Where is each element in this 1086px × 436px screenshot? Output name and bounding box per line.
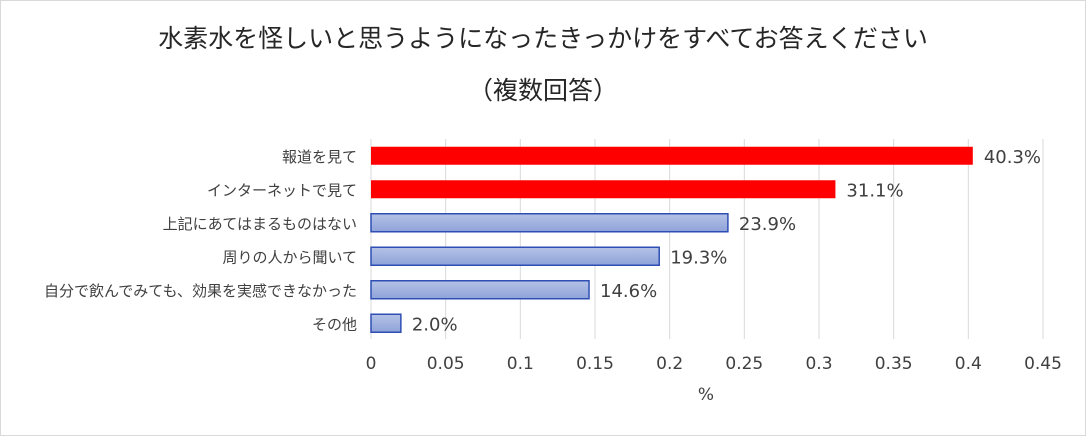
- category-label: 上記にあてはまるものはない: [163, 215, 357, 233]
- data-label: 40.3%: [984, 147, 1041, 168]
- data-label: 31.1%: [846, 180, 903, 201]
- bars: [370, 146, 973, 333]
- x-tick-label: 0.15: [576, 354, 614, 374]
- category-label: 報道を見て: [282, 148, 357, 166]
- x-tick-label: 0.25: [725, 354, 763, 374]
- category-label: 周りの人から聞いて: [222, 248, 357, 266]
- category-label: インターネットで見て: [207, 181, 357, 199]
- bar: [370, 280, 590, 300]
- bar: [370, 213, 729, 233]
- x-tick-label: 0.45: [1024, 354, 1062, 374]
- bar: [370, 313, 402, 333]
- x-tick-label: 0.3: [805, 354, 832, 374]
- gridlines: [370, 139, 1044, 339]
- data-labels: 40.3% 31.1% 23.9% 19.3% 14.6% 2.0%: [412, 147, 1041, 336]
- bar: [370, 246, 660, 266]
- data-label: 19.3%: [670, 247, 727, 268]
- x-tick-label: 0.4: [955, 354, 982, 374]
- data-label: 23.9%: [739, 214, 796, 235]
- category-labels: 報道を見てインターネットで見て上記にあてはまるものはない周りの人から聞いて自分で…: [44, 148, 357, 334]
- x-axis-label: %: [697, 385, 715, 405]
- x-tick-label: 0.05: [427, 354, 465, 374]
- x-tick-label: 0.2: [656, 354, 683, 374]
- x-tick-labels: 0 0.05 0.1 0.15 0.2 0.25 0.3 0.35 0.4 0.45: [366, 354, 1062, 374]
- chart-title: 水素水を怪しいと思うようになったきっかけをすべてお答えください: [158, 24, 928, 53]
- x-tick-label: 0.35: [875, 354, 913, 374]
- category-label: その他: [312, 315, 357, 333]
- data-label: 2.0%: [412, 314, 458, 335]
- chart-subtitle: （複数回答）: [467, 76, 618, 105]
- bar: [371, 146, 973, 165]
- x-tick-label: 0: [366, 354, 377, 374]
- x-tick-label: 0.1: [507, 354, 534, 374]
- data-label: 14.6%: [600, 281, 657, 302]
- bar: [371, 180, 836, 199]
- category-label: 自分で飲んでみても、効果を実感できなかった: [44, 282, 357, 300]
